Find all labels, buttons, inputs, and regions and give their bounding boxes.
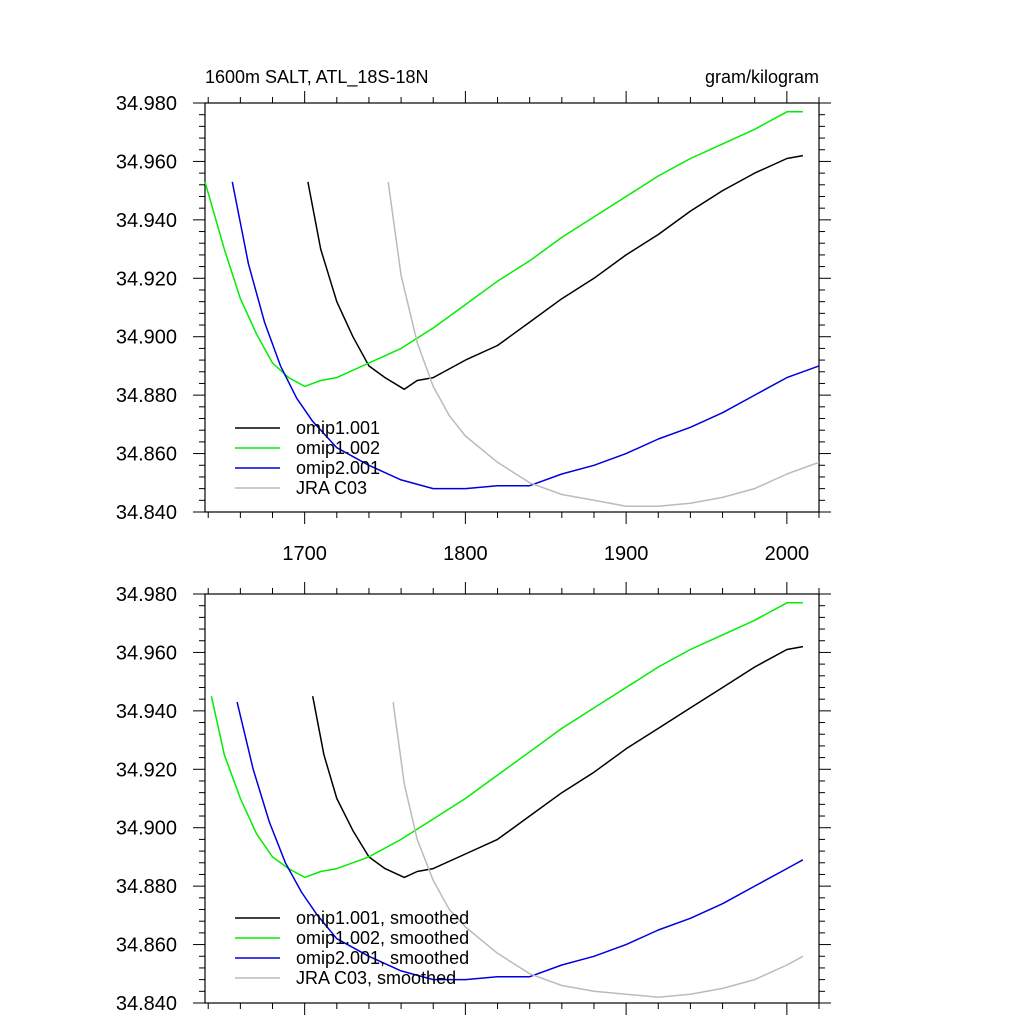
legend-label: JRA C03 bbox=[296, 478, 367, 498]
y-tick-label: 34.880 bbox=[116, 385, 177, 407]
panel-raw: 34.840 34.860 34.880 34.900 34.920 34.940 34.9… bbox=[116, 91, 831, 565]
x-tick-label: 2000 bbox=[765, 543, 810, 565]
panel-smoothed: 34.840 34.860 34.880 34.900 34.920 34.940 34.9… bbox=[116, 582, 831, 1015]
legend-label: omip1.002 bbox=[296, 438, 380, 458]
plot-frame bbox=[204, 102, 820, 513]
x-tick-label: 1700 bbox=[282, 543, 327, 565]
series-line-omip2-001 bbox=[231, 181, 820, 490]
legend-label: omip1.002, smoothed bbox=[296, 928, 469, 948]
y-tick-label: 34.920 bbox=[116, 268, 177, 290]
y-tick-label: 34.840 bbox=[116, 993, 177, 1015]
series-line-omip1-001-smoothed bbox=[311, 645, 804, 879]
y-tick-label: 34.900 bbox=[116, 327, 177, 349]
y-tick-label: 34.960 bbox=[116, 151, 177, 173]
x-tick-label: 1900 bbox=[604, 543, 649, 565]
series-line-jra-c03 bbox=[387, 181, 820, 507]
y-tick-label: 34.840 bbox=[116, 502, 177, 524]
y-tick-label: 34.940 bbox=[116, 210, 177, 232]
legend-label: JRA C03, smoothed bbox=[296, 968, 456, 988]
y-tick-label: 34.860 bbox=[116, 935, 177, 957]
legend-label: omip1.001 bbox=[296, 418, 380, 438]
series-line-omip1-002 bbox=[204, 111, 803, 388]
x-tick-label: 1800 bbox=[443, 543, 488, 565]
legend-label: omip2.001 bbox=[296, 458, 380, 478]
series-line-omip1-001 bbox=[307, 154, 804, 391]
chart-title: 1600m SALT, ATL_18S-18N bbox=[205, 67, 428, 88]
y-tick-label: 34.860 bbox=[116, 444, 177, 466]
plot-frame bbox=[204, 593, 820, 1004]
y-tick-label: 34.880 bbox=[116, 876, 177, 898]
y-tick-label: 34.980 bbox=[116, 93, 177, 115]
y-tick-label: 34.940 bbox=[116, 701, 177, 723]
series-line-omip2-001-smoothed bbox=[236, 701, 804, 981]
legend-label: omip2.001, smoothed bbox=[296, 948, 469, 968]
y-tick-label: 34.980 bbox=[116, 584, 177, 606]
y-tick-label: 34.900 bbox=[116, 818, 177, 840]
units-label: gram/kilogram bbox=[705, 67, 819, 87]
y-tick-label: 34.960 bbox=[116, 642, 177, 664]
y-tick-label: 34.920 bbox=[116, 759, 177, 781]
legend-label: omip1.001, smoothed bbox=[296, 908, 469, 928]
series-line-jra-c03-smoothed bbox=[392, 701, 804, 998]
series-line-omip1-002-smoothed bbox=[210, 602, 803, 879]
